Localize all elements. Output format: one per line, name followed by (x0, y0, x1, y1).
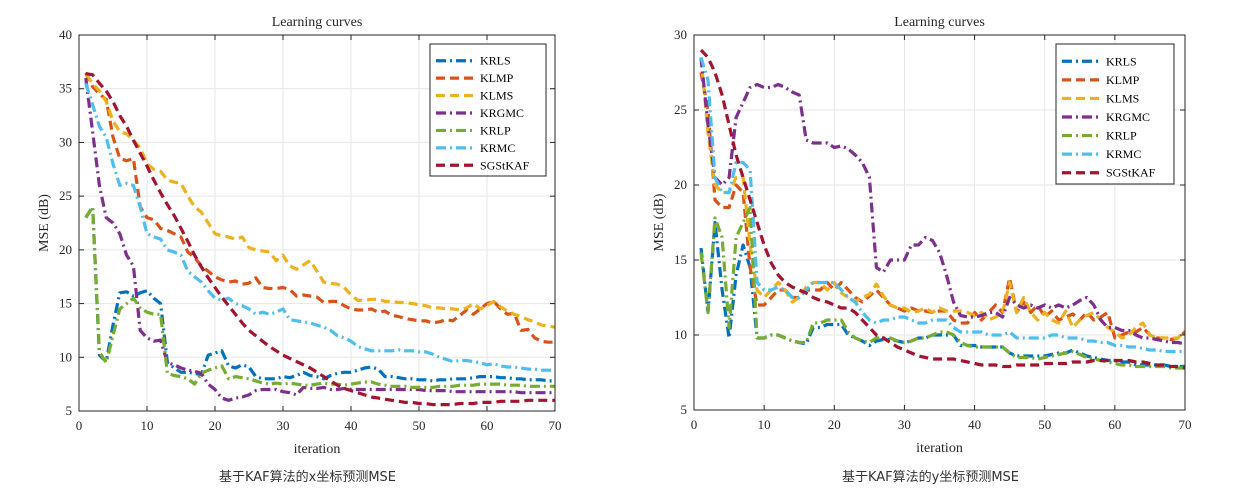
legend: KRLS KLMP KLMS KRGMC KRLP KRMC SGStKAF (1055, 43, 1175, 185)
y-tick-label: 20 (59, 242, 72, 257)
legend-label-krgmc: KRGMC (480, 106, 524, 120)
y-tick-label: 40 (59, 27, 72, 42)
y-tick-label: 5 (66, 403, 73, 418)
series-line-sgstkaf (85, 72, 555, 407)
left-chart-panel: 0 10 20 30 40 50 60 70 5 10 15 20 25 30 35 40 Learning c… (0, 0, 615, 494)
legend-label-klms: KLMS (1106, 91, 1139, 105)
axes-box (693, 34, 1186, 411)
legend-label-krls: KRLS (1106, 54, 1137, 68)
legend-label-krgmc: KRGMC (1106, 110, 1150, 124)
x-tick-label: 40 (345, 418, 358, 433)
legend-label-krls: KRLS (480, 54, 511, 68)
legend-box (429, 43, 547, 177)
x-tick-label: 20 (828, 417, 841, 432)
y-axis-label: MSE (dB) (652, 193, 667, 251)
series-line-krls (84, 205, 555, 383)
legend-label-klmp: KLMP (1106, 73, 1140, 87)
legend-box (1055, 43, 1175, 185)
series-line-sgstkaf (699, 48, 1185, 370)
x-tick-label: 10 (758, 417, 771, 432)
series-line-klms (699, 57, 1185, 340)
chart-title: Learning curves (894, 15, 985, 30)
x-tick-label: 70 (1179, 417, 1192, 432)
x-tick-label: 70 (549, 418, 562, 433)
legend-label-krlp: KRLP (480, 123, 511, 137)
chart-y-mse: 0 10 20 30 40 50 60 70 5 10 15 20 25 30 Learning curve… (652, 15, 1192, 456)
legend-label-klmp: KLMP (480, 71, 514, 85)
legend: KRLS KLMP KLMS KRGMC KRLP KRMC SGStKAF (429, 43, 547, 177)
x-tick-label: 30 (277, 418, 290, 433)
legend-label-krmc: KRMC (1106, 147, 1141, 161)
series-line-klmp (84, 71, 555, 344)
axes-box (78, 34, 556, 412)
x-tick-label: 10 (141, 418, 154, 433)
x-tick-label: 0 (691, 417, 698, 432)
series-line-krlp (84, 205, 555, 389)
y-tick-label: 5 (681, 402, 688, 417)
y-tick-label: 15 (674, 252, 687, 267)
legend-label-sgstkaf: SGStKAF (1106, 166, 1156, 180)
x-axis-label: iteration (294, 442, 341, 457)
series-line-krmc (699, 57, 1185, 354)
x-tick-label: 50 (1038, 417, 1051, 432)
series-line-krgmc (699, 57, 1185, 346)
legend-label-sgstkaf: SGStKAF (480, 158, 530, 172)
y-tick-label: 30 (674, 27, 687, 42)
x-tick-label: 60 (1108, 417, 1121, 432)
caption-y: 基于KAF算法的y坐标预测MSE (841, 470, 1020, 485)
x-axis-label: iteration (916, 441, 963, 456)
x-tick-label: 30 (898, 417, 911, 432)
legend-label-klms: KLMS (480, 89, 513, 103)
caption-x: 基于KAF算法的x坐标预测MSE (218, 470, 397, 485)
y-tick-label: 35 (59, 81, 72, 96)
y-tick-label: 10 (59, 349, 72, 364)
legend-label-krmc: KRMC (480, 141, 515, 155)
x-tick-label: 40 (968, 417, 981, 432)
y-tick-label: 20 (674, 177, 687, 192)
y-axis-label: MSE (dB) (37, 194, 52, 252)
y-tick-label: 30 (59, 134, 72, 149)
y-tick-label: 25 (674, 102, 687, 117)
x-tick-label: 50 (413, 418, 426, 433)
legend-label-krlp: KRLP (1106, 129, 1137, 143)
series-group (699, 48, 1185, 370)
series-line-krmc (84, 82, 555, 372)
series-line-krgmc (84, 77, 555, 402)
x-tick-label: 0 (76, 418, 83, 433)
series-line-klms (84, 73, 555, 329)
x-tick-label: 20 (209, 418, 222, 433)
y-tick-label: 10 (674, 327, 687, 342)
chart-x-mse: 0 10 20 30 40 50 60 70 5 10 15 20 25 30 35 40 Learning c… (37, 15, 562, 457)
y-tick-label: 25 (59, 188, 72, 203)
series-group (84, 71, 555, 407)
x-tick-label: 60 (481, 418, 494, 433)
right-chart-panel: 0 10 20 30 40 50 60 70 5 10 15 20 25 30 Learning curve… (615, 0, 1246, 494)
chart-title: Learning curves (272, 15, 363, 30)
y-tick-label: 15 (59, 296, 72, 311)
